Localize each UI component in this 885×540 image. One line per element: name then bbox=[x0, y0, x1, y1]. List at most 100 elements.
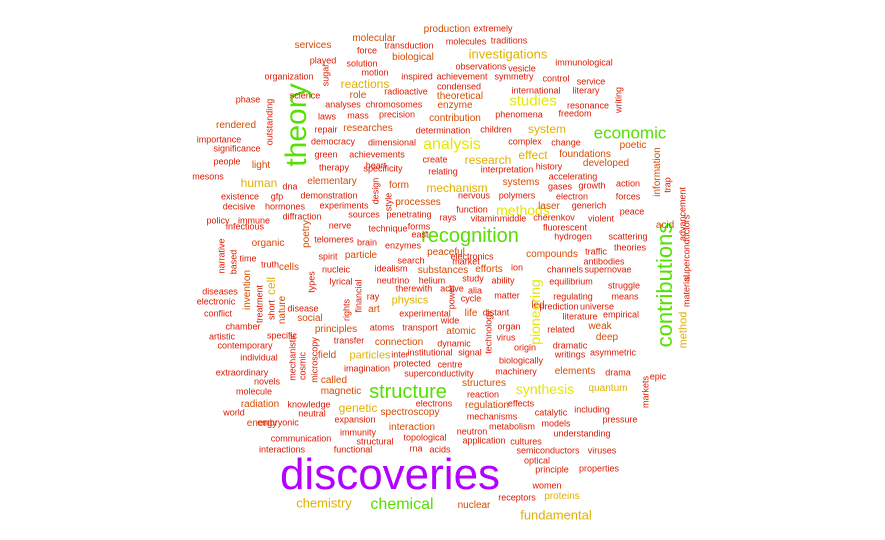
cloud-word-experimental: experimental bbox=[399, 308, 451, 319]
cloud-word-theories: theories bbox=[613, 242, 647, 253]
cloud-word-observations: observations bbox=[455, 61, 507, 72]
cloud-word-reactions: reactions bbox=[340, 77, 390, 91]
cloud-word-diseases: diseases bbox=[202, 286, 238, 297]
cloud-word-reaction: reaction bbox=[466, 389, 500, 400]
cloud-word-therewith: therewith bbox=[395, 283, 433, 294]
cloud-word-resonance: resonance bbox=[566, 100, 610, 111]
cloud-word-rendered: rendered bbox=[215, 120, 257, 131]
cloud-word-importance: importance bbox=[196, 134, 242, 145]
cloud-word-children: children bbox=[480, 124, 512, 135]
cloud-word-deep: deep bbox=[595, 332, 619, 343]
cloud-word-recognition: recognition bbox=[421, 225, 519, 247]
cloud-word-developed: developed bbox=[582, 158, 630, 169]
cloud-word-extraordinary: extraordinary bbox=[215, 367, 269, 378]
cloud-word-genetic: genetic bbox=[338, 401, 378, 415]
cloud-word-literature: literature bbox=[562, 311, 598, 322]
cloud-word-magnetic: magnetic bbox=[320, 386, 362, 397]
cloud-word-relating: relating bbox=[428, 166, 458, 177]
cloud-word-functional: functional bbox=[333, 444, 373, 455]
cloud-word-electronics: electronics bbox=[450, 251, 494, 262]
cloud-word-dramatic: dramatic bbox=[552, 340, 588, 351]
cloud-word-middle: middle bbox=[499, 213, 527, 224]
cloud-word-control: control bbox=[542, 73, 570, 84]
cloud-word-dynamic: dynamic bbox=[437, 338, 471, 349]
cloud-word-regulation: regulation bbox=[465, 400, 509, 411]
cloud-word-weak: weak bbox=[588, 321, 612, 332]
cloud-word-elementary: elementary bbox=[307, 176, 357, 187]
cloud-word-vitamin: vitamin bbox=[470, 213, 500, 224]
cloud-word-transfer: transfer bbox=[333, 335, 365, 346]
cloud-word-disease: disease bbox=[287, 303, 319, 314]
cloud-word-vesicle: vesicle bbox=[508, 63, 536, 74]
cloud-word-growth: growth bbox=[578, 180, 606, 191]
cloud-word-world: world bbox=[223, 407, 245, 418]
cloud-word-rna: rna bbox=[409, 443, 423, 454]
cloud-word-compounds: compounds bbox=[526, 249, 578, 260]
cloud-word-immunological: immunological bbox=[555, 57, 613, 68]
cloud-word-contemporary: contemporary bbox=[217, 340, 273, 351]
cloud-word-interpretation: interpretation bbox=[480, 164, 534, 175]
cloud-word-methods: methods bbox=[496, 202, 550, 218]
cloud-word-chemical: chemical bbox=[370, 496, 434, 513]
cloud-word-social: social bbox=[297, 313, 323, 324]
cloud-word-inter: inter bbox=[391, 349, 409, 360]
cloud-word-brain: brain bbox=[356, 237, 378, 248]
cloud-word-freedom: freedom bbox=[558, 108, 592, 119]
cloud-word-matter: matter bbox=[494, 290, 520, 301]
cloud-word-create: create bbox=[422, 154, 448, 165]
cloud-word-epic: epic bbox=[649, 371, 667, 382]
cloud-word-semiconductors: semiconductors bbox=[516, 445, 580, 456]
cloud-word-achievement: achievement bbox=[436, 71, 488, 82]
cloud-word-search: search bbox=[397, 255, 425, 266]
cloud-word-synthesis: synthesis bbox=[515, 381, 575, 397]
cloud-word-field: field bbox=[317, 350, 337, 361]
cloud-word-motion: motion bbox=[361, 67, 389, 78]
cloud-word-optical: optical bbox=[523, 455, 551, 466]
cloud-word-economic: economic bbox=[593, 123, 667, 143]
cloud-word-proteins: proteins bbox=[544, 491, 580, 502]
cloud-word-struggle: struggle bbox=[607, 280, 641, 291]
cloud-word-determination: determination bbox=[415, 125, 471, 136]
cloud-word-organization: organization bbox=[264, 71, 314, 82]
cloud-word-international: international bbox=[511, 85, 561, 96]
cloud-word-nervous: nervous bbox=[457, 190, 491, 201]
cloud-word-specificity: specificity bbox=[363, 163, 403, 174]
cloud-word-market: market bbox=[452, 256, 480, 267]
cloud-word-transport: transport bbox=[402, 322, 438, 333]
cloud-word-east: east bbox=[411, 229, 429, 240]
cloud-word-chamber: chamber bbox=[225, 321, 261, 332]
cloud-word-cell: cell bbox=[264, 276, 278, 296]
cloud-word-generich: generich bbox=[571, 200, 607, 211]
cloud-word-mechanisms: mechanisms bbox=[466, 411, 518, 422]
cloud-word-contribution: contribution bbox=[429, 113, 481, 124]
cloud-word-elements: elements bbox=[554, 366, 596, 377]
cloud-word-chemistry: chemistry bbox=[296, 495, 352, 511]
cloud-word-cells: cells bbox=[278, 262, 300, 273]
cloud-word-universe: universe bbox=[579, 301, 615, 312]
cloud-word-quantum: quantum bbox=[588, 383, 628, 394]
cloud-word-microscopy: microscopy bbox=[309, 337, 320, 383]
cloud-word-laser: laser bbox=[538, 201, 560, 212]
cloud-word-art: art bbox=[368, 304, 380, 315]
cloud-word-understanding: understanding bbox=[553, 428, 611, 439]
cloud-word-energy: energy bbox=[246, 418, 278, 429]
cloud-word-specific: specific bbox=[266, 330, 298, 341]
cloud-word-biological: biological bbox=[392, 52, 434, 63]
cloud-word-mechanism: mechanism bbox=[426, 181, 488, 195]
cloud-word-played: played bbox=[309, 55, 337, 66]
cloud-word-machinery: machinery bbox=[495, 366, 537, 377]
cloud-word-poetic: poetic bbox=[619, 140, 647, 151]
cloud-word-neutrino: neutrino bbox=[376, 275, 410, 286]
cloud-word-active: active bbox=[440, 283, 464, 294]
cloud-word-rights: rights bbox=[341, 298, 352, 322]
cloud-word-complex: complex bbox=[508, 136, 542, 147]
cloud-word-superconductors: superconductors bbox=[681, 214, 692, 282]
cloud-word-action: action bbox=[615, 178, 641, 189]
cloud-word-neutral: neutral bbox=[298, 408, 326, 419]
cloud-word-study: study bbox=[462, 273, 484, 284]
cloud-word-analyses: analyses bbox=[325, 99, 361, 110]
cloud-word-infectious: infectious bbox=[225, 221, 265, 232]
cloud-word-penetrating: penetrating bbox=[386, 209, 432, 220]
cloud-word-symmetry: symmetry bbox=[494, 71, 534, 82]
cloud-word-cycle: cycle bbox=[460, 293, 482, 304]
